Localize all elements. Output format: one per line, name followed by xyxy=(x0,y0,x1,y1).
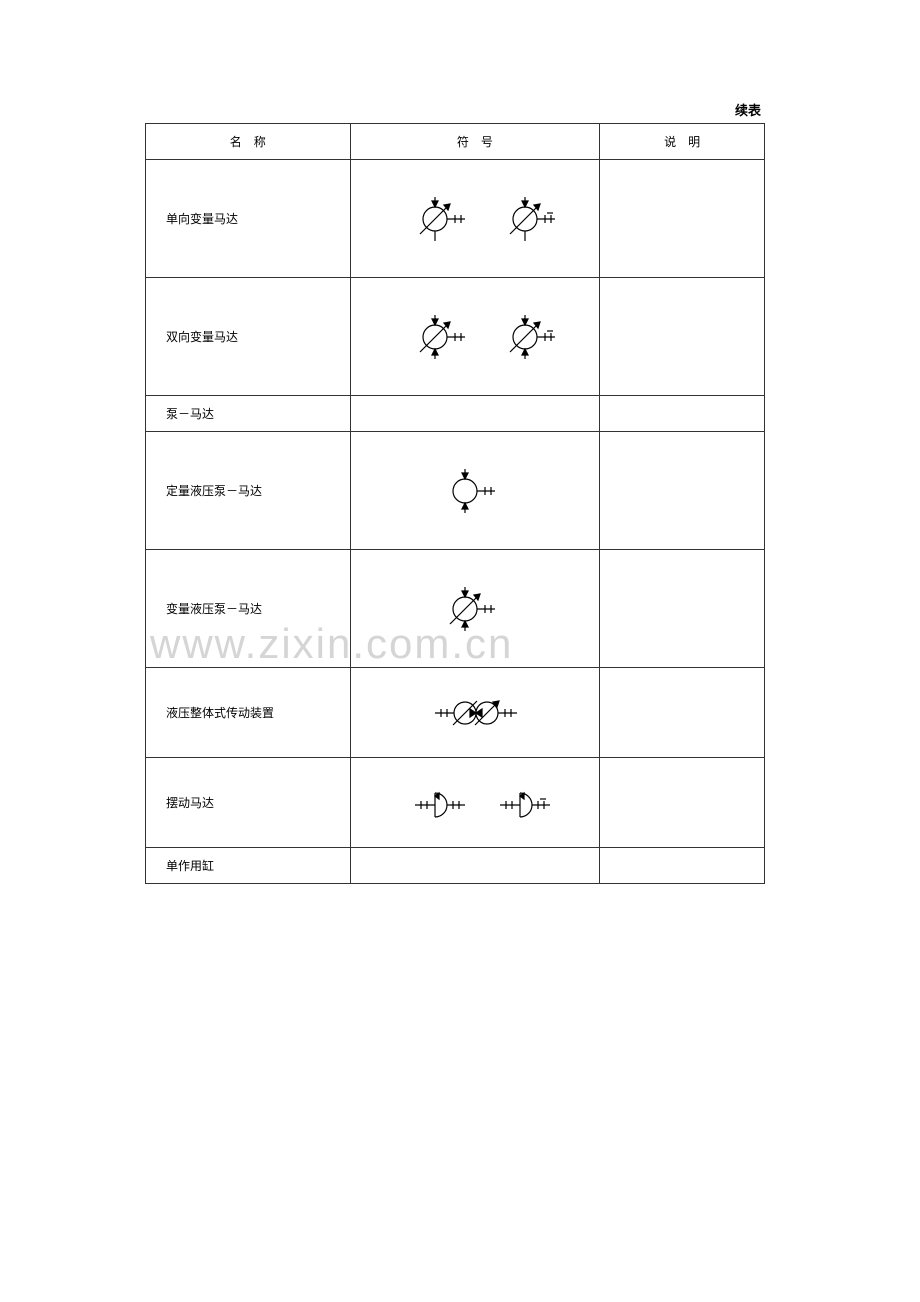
symbol-fixed-pump-motor xyxy=(415,456,535,526)
header-row: 名称 符号 说明 xyxy=(146,124,765,160)
symbol-hydraulic-drive xyxy=(395,683,555,743)
symbol-var-pump-motor xyxy=(415,574,535,644)
cell-symbol xyxy=(350,550,600,668)
table-row: 泵－马达 xyxy=(146,396,765,432)
table-row: 变量液压泵－马达 xyxy=(146,550,765,668)
table-row: 单向变量马达 xyxy=(146,160,765,278)
cell-name: 定量液压泵－马达 xyxy=(146,432,351,550)
cell-desc xyxy=(600,550,765,668)
page-container: 续表 名称 符号 说明 单向变量马达 xyxy=(145,100,765,884)
cell-desc xyxy=(600,160,765,278)
cell-desc xyxy=(600,758,765,848)
cell-symbol xyxy=(350,160,600,278)
cell-desc xyxy=(600,668,765,758)
cell-desc xyxy=(600,396,765,432)
symbol-swing-motor xyxy=(375,778,575,828)
table-row: 摆动马达 xyxy=(146,758,765,848)
cell-desc xyxy=(600,432,765,550)
header-name: 名称 xyxy=(146,124,351,160)
cell-symbol xyxy=(350,432,600,550)
cell-symbol xyxy=(350,278,600,396)
cell-name: 摆动马达 xyxy=(146,758,351,848)
symbol-table: 名称 符号 说明 单向变量马达 xyxy=(145,123,765,884)
table-row: 液压整体式传动装置 xyxy=(146,668,765,758)
cell-name: 变量液压泵－马达 xyxy=(146,550,351,668)
cell-desc xyxy=(600,278,765,396)
continued-label: 续表 xyxy=(145,100,765,119)
cell-name: 泵－马达 xyxy=(146,396,351,432)
symbol-bidir-var-motor xyxy=(375,297,575,377)
table-row: 单作用缸 xyxy=(146,848,765,884)
cell-desc xyxy=(600,848,765,884)
symbol-unidir-var-motor xyxy=(375,179,575,259)
cell-name: 单向变量马达 xyxy=(146,160,351,278)
header-desc: 说明 xyxy=(600,124,765,160)
cell-symbol xyxy=(350,758,600,848)
table-row: 双向变量马达 xyxy=(146,278,765,396)
cell-name: 单作用缸 xyxy=(146,848,351,884)
cell-symbol xyxy=(350,668,600,758)
cell-symbol xyxy=(350,396,600,432)
cell-symbol xyxy=(350,848,600,884)
cell-name: 双向变量马达 xyxy=(146,278,351,396)
cell-name: 液压整体式传动装置 xyxy=(146,668,351,758)
table-row: 定量液压泵－马达 xyxy=(146,432,765,550)
header-symbol: 符号 xyxy=(350,124,600,160)
